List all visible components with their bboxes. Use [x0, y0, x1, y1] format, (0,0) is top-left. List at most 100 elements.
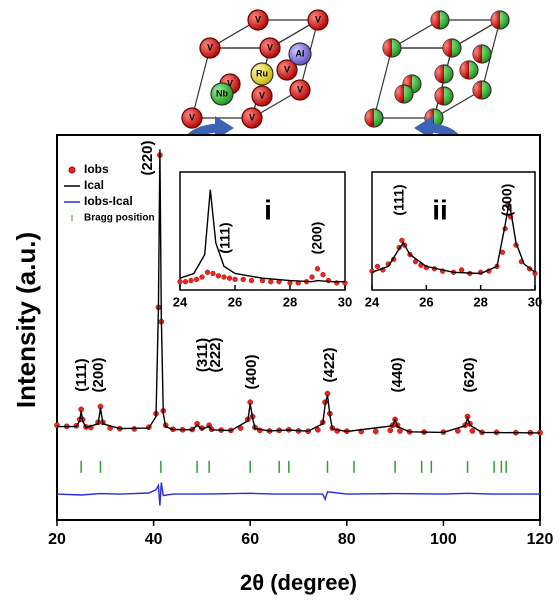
obs-point [232, 276, 238, 283]
atom [247, 9, 269, 31]
atom [307, 9, 329, 31]
peak-label: (200) [309, 222, 325, 255]
atom-label: V [227, 78, 233, 88]
legend-marker [68, 166, 76, 174]
x-tick-label: 20 [48, 531, 66, 548]
atom [276, 59, 298, 81]
atom [210, 82, 234, 106]
obs-point [188, 277, 194, 284]
atom-half [443, 39, 452, 57]
x-tick-label: 30 [338, 294, 352, 309]
legend-label: Ical [84, 178, 104, 192]
obs-point [215, 273, 222, 279]
peak-label: (440) [389, 357, 406, 392]
obs-point [210, 270, 216, 277]
obs-point [374, 263, 381, 270]
atom-half [473, 81, 482, 99]
peak-label: (111) [391, 184, 407, 215]
legend-label: Iobs [84, 162, 109, 176]
atom-label: Ru [256, 68, 268, 78]
atom [251, 85, 273, 107]
peak-label: (200) [90, 357, 107, 392]
peak-label: (311) [194, 338, 211, 372]
atom-half [491, 11, 500, 29]
obs-point [199, 274, 205, 280]
obs-point [268, 279, 274, 285]
atom [289, 79, 311, 101]
atom-label: V [315, 14, 321, 24]
atom [250, 62, 274, 86]
obs-point [204, 269, 211, 275]
obs-point [309, 274, 315, 280]
x-tick-label: 28 [283, 294, 297, 309]
atom-half [460, 61, 469, 79]
atom-label: V [249, 112, 255, 122]
atom-label: V [284, 64, 290, 74]
series-line [57, 149, 541, 434]
x-tick-label: 28 [473, 294, 487, 309]
obs-point [314, 266, 321, 272]
obs-point [226, 275, 233, 281]
atom-half [365, 109, 374, 127]
peak-label: (111) [73, 358, 90, 391]
obs-point [248, 277, 255, 284]
atom-half [435, 65, 444, 83]
obs-point [194, 420, 200, 427]
peak-label: (222) [207, 337, 224, 372]
atom-half [473, 45, 482, 63]
atom [241, 107, 263, 129]
inset-label: i [264, 194, 272, 225]
atom-label: Nb [216, 88, 228, 98]
x-tick-label: 26 [419, 294, 433, 309]
obs-point [240, 276, 246, 283]
x-tick-label: 100 [430, 531, 457, 548]
obs-point [221, 274, 227, 280]
obs-point [314, 426, 321, 433]
x-tick-label: 30 [528, 294, 542, 309]
obs-point [182, 279, 189, 285]
peak-label: (422) [321, 347, 338, 382]
atom [181, 107, 203, 129]
obs-point [372, 428, 379, 435]
atom-label: V [267, 42, 273, 52]
atom [199, 37, 221, 59]
series-line [371, 201, 536, 275]
inset-label: ii [432, 194, 448, 225]
legend-label: Iobs-Ical [84, 194, 133, 208]
x-tick-label: 60 [241, 531, 259, 548]
x-tick-label: 26 [228, 294, 242, 309]
x-tick-label: 40 [145, 531, 163, 548]
peak-label: (220) [139, 140, 156, 175]
atom-label: V [259, 90, 265, 100]
series-line [56, 482, 540, 506]
obs-point [387, 427, 394, 434]
atom-half [383, 39, 392, 57]
x-tick-label: 80 [338, 531, 356, 548]
obs-point [469, 428, 476, 434]
inset-chart: 24 26 28 30 (111) (200) ii [365, 171, 542, 309]
x-tick-label: 120 [527, 531, 554, 548]
atom-label: Al [296, 48, 305, 58]
obs-point [459, 267, 465, 273]
legend-label: Bragg position [84, 213, 155, 224]
obs-point [532, 270, 538, 277]
obs-point [399, 237, 405, 244]
atom-label: V [297, 84, 303, 94]
peak-label: (111) [217, 222, 233, 253]
x-tick-label: 24 [173, 294, 188, 309]
atom-label: V [207, 42, 213, 52]
peak-label: (620) [461, 357, 478, 392]
x-axis-label: 2θ (degree) [240, 570, 357, 595]
series-line [179, 189, 345, 283]
obs-point [320, 272, 326, 278]
peak-label: (200) [499, 184, 515, 217]
atom [288, 42, 312, 66]
atom-half [431, 11, 440, 29]
peak-label: (400) [243, 354, 260, 389]
obs-point [177, 279, 183, 285]
y-axis-label: Intensity (a.u.) [11, 232, 41, 408]
atom [259, 37, 281, 59]
obs-point [193, 276, 200, 283]
